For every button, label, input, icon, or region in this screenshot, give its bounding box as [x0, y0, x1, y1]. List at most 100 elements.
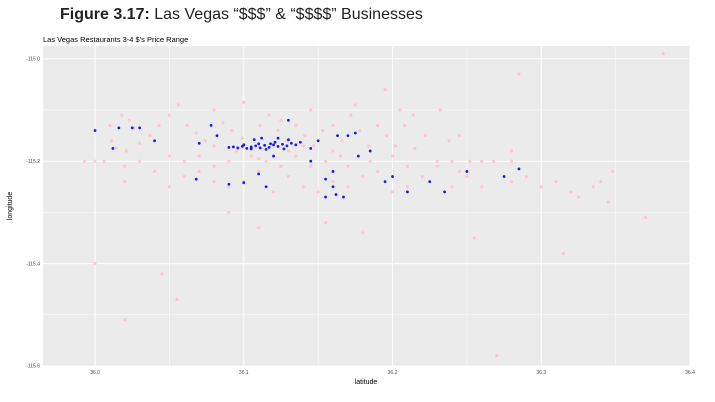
- x-tick-label: 36.1: [239, 370, 249, 376]
- data-point: [309, 159, 313, 163]
- data-point: [391, 175, 394, 178]
- y-axis-title: longitude: [7, 192, 14, 221]
- data-point: [257, 157, 261, 161]
- data-point: [83, 159, 87, 163]
- data-point: [109, 139, 114, 143]
- data-point: [398, 108, 402, 112]
- x-tick-label: 36.2: [388, 370, 398, 376]
- y-tick-label: -115.6: [26, 364, 40, 370]
- data-point: [465, 170, 469, 173]
- data-point: [331, 185, 335, 189]
- data-point: [93, 129, 97, 132]
- data-point: [252, 138, 256, 142]
- data-point: [492, 159, 496, 163]
- data-point: [197, 169, 201, 174]
- data-point: [331, 170, 335, 173]
- data-point: [358, 128, 362, 133]
- data-point: [212, 180, 216, 184]
- series-low-price: [83, 52, 665, 358]
- data-point: [338, 154, 343, 158]
- data-point: [267, 113, 271, 117]
- plot-panel: [43, 46, 690, 366]
- data-point: [661, 52, 665, 56]
- data-point: [336, 134, 339, 138]
- data-point: [182, 159, 186, 163]
- data-point: [227, 210, 231, 214]
- data-point: [279, 164, 283, 168]
- data-point: [227, 145, 231, 149]
- data-point: [428, 180, 432, 184]
- data-point: [324, 195, 327, 199]
- data-point: [289, 141, 293, 145]
- data-point: [117, 126, 121, 130]
- data-point: [267, 145, 271, 149]
- data-point: [249, 147, 253, 151]
- data-point: [443, 190, 446, 194]
- data-point: [376, 169, 380, 174]
- data-point: [148, 134, 152, 138]
- data-point: [539, 185, 543, 189]
- data-point: [227, 185, 231, 189]
- data-point: [361, 231, 365, 235]
- data-point: [260, 136, 264, 140]
- data-point: [152, 169, 157, 174]
- data-point: [258, 146, 262, 150]
- data-point: [457, 169, 462, 174]
- data-point: [509, 159, 514, 163]
- data-point: [153, 139, 156, 143]
- data-point: [286, 149, 291, 153]
- data-point: [423, 134, 427, 138]
- data-point: [242, 100, 246, 104]
- data-point: [353, 131, 357, 135]
- data-point: [138, 126, 142, 130]
- data-point: [257, 172, 261, 176]
- data-point: [321, 128, 325, 133]
- data-point: [361, 174, 365, 179]
- data-point: [93, 159, 97, 163]
- data-point: [561, 251, 566, 255]
- data-point: [257, 169, 261, 174]
- data-point: [554, 180, 558, 184]
- data-point: [569, 190, 573, 194]
- data-point: [138, 159, 142, 163]
- data-point: [212, 144, 216, 148]
- data-point: [405, 164, 410, 168]
- data-point: [393, 144, 398, 148]
- data-point: [405, 185, 410, 189]
- data-point: [309, 164, 313, 168]
- y-tick-label: -115.4: [26, 261, 40, 267]
- data-point: [230, 128, 234, 133]
- x-axis-title: latitude: [355, 379, 378, 386]
- data-point: [294, 154, 298, 158]
- data-point: [316, 139, 320, 143]
- data-point: [221, 121, 225, 125]
- tick-labels: 36.0 36.1 36.2 36.3 36.4 -115.0 -115.2 -115.4 -1…: [26, 57, 695, 377]
- data-point: [309, 147, 313, 150]
- data-point: [258, 123, 262, 127]
- data-point: [130, 126, 134, 130]
- y-tick-label: -115.0: [26, 57, 40, 63]
- data-point: [236, 146, 240, 150]
- data-point: [264, 148, 268, 151]
- data-point: [524, 174, 528, 179]
- x-tick-label: 36.4: [685, 370, 695, 376]
- data-point: [231, 145, 235, 149]
- data-point: [138, 141, 142, 145]
- data-point: [286, 174, 291, 179]
- data-point: [242, 143, 246, 147]
- data-point: [480, 159, 484, 163]
- data-point: [273, 140, 277, 144]
- data-point: [435, 164, 439, 168]
- grid-lines: [43, 46, 691, 367]
- data-point: [591, 185, 595, 189]
- data-point: [127, 118, 131, 122]
- data-point: [298, 140, 302, 144]
- data-point: [249, 154, 253, 158]
- data-point: [120, 113, 124, 117]
- data-point: [331, 149, 335, 153]
- data-point: [353, 103, 357, 107]
- data-point: [294, 123, 298, 127]
- data-point: [356, 154, 360, 158]
- figure-caption: Figure 3.17: Las Vegas “$$$” & “$$$$” Bu…: [60, 6, 423, 24]
